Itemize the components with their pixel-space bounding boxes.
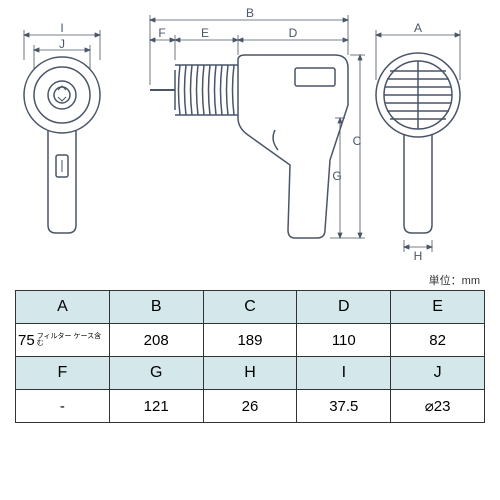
th-j: J [391,357,485,390]
dim-g: G [332,169,341,183]
td-e: 82 [391,324,485,357]
dimension-table: A B C D E 75フィルター ケース含む 208 189 110 82 F… [15,290,485,423]
td-i: 37.5 [297,390,391,423]
dim-d: D [289,26,298,40]
dim-b: B [246,6,254,20]
dim-e: E [201,26,209,40]
td-b: 208 [109,324,203,357]
th-f: F [16,357,110,390]
dim-f: F [158,26,165,40]
td-h: 26 [203,390,297,423]
td-d: 110 [297,324,391,357]
th-h: H [203,357,297,390]
unit-label: 単位：mm [429,272,480,288]
th-g: G [109,357,203,390]
th-c: C [203,291,297,324]
td-j: ⌀23 [391,390,485,423]
th-d: D [297,291,391,324]
th-e: E [391,291,485,324]
th-i: I [297,357,391,390]
th-a: A [16,291,110,324]
td-c: 189 [203,324,297,357]
dim-i: I [60,21,63,35]
dim-a: A [414,21,422,35]
td-g: 121 [109,390,203,423]
technical-drawing: I J F E D B A C G H [0,0,500,265]
th-b: B [109,291,203,324]
td-f: - [16,390,110,423]
dim-j: J [59,37,65,51]
dim-c: C [353,134,362,148]
td-a: 75フィルター ケース含む [16,324,110,357]
dim-h: H [414,249,423,263]
